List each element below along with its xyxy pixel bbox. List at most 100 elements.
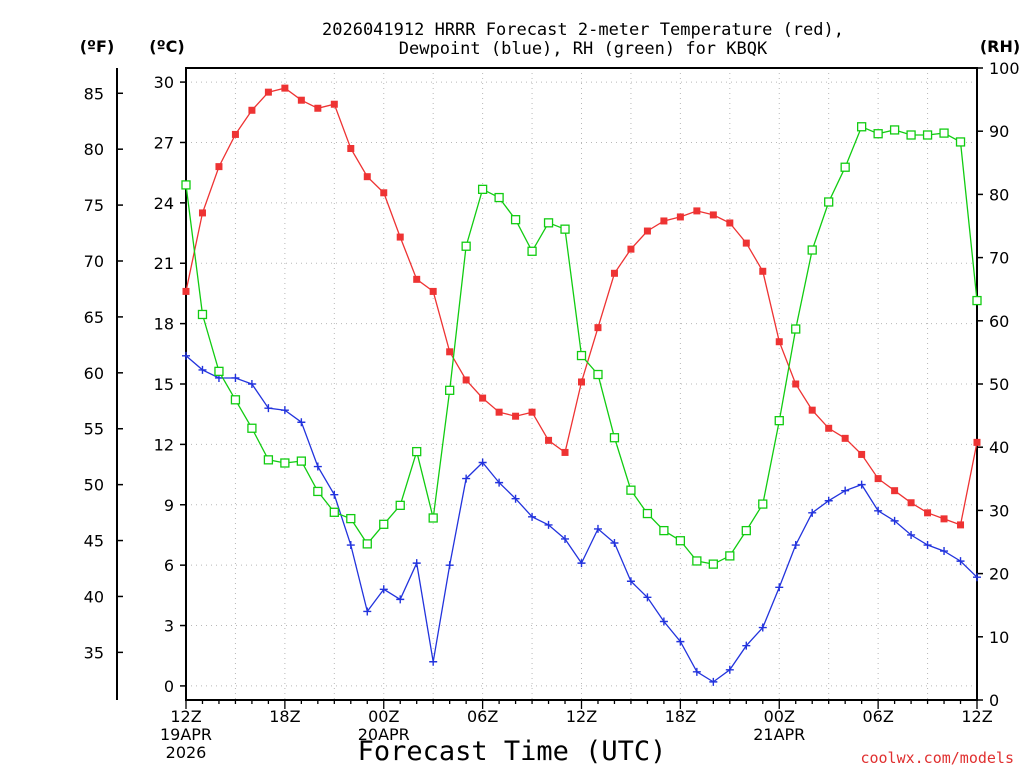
rh-tick-label: 60 [989, 312, 1009, 331]
dewpoint-point [758, 623, 767, 632]
dewpoint-point [742, 641, 751, 650]
rh-point [593, 369, 603, 380]
dewpoint-point [528, 512, 537, 521]
rh-point [395, 500, 405, 510]
temperature-point [198, 209, 206, 217]
celsius-tick-label: 12 [154, 435, 174, 454]
dewpoint-point [626, 577, 635, 586]
dewpoint-point [956, 557, 965, 566]
dewpoint-point [643, 593, 652, 602]
rh-point [445, 385, 455, 395]
fahrenheit-tick-label: 85 [84, 84, 104, 103]
temperature-point [775, 338, 783, 346]
temperature-point [330, 100, 338, 108]
dewpoint-point [478, 458, 487, 467]
dewpoint-point [379, 585, 388, 594]
dewpoint-point [725, 665, 734, 674]
rh-point [791, 324, 801, 334]
dewpoint-point [775, 583, 784, 592]
temperature-point [940, 515, 948, 523]
temperature-point [907, 499, 915, 507]
rh-point [560, 224, 570, 234]
dewpoint-point [659, 617, 668, 626]
dewpoint-point [841, 486, 850, 495]
temperature-point [231, 130, 239, 138]
celsius-tick-label: 24 [154, 194, 174, 213]
rh-point [362, 539, 372, 549]
rh-point [313, 486, 323, 497]
x-axis-title: Forecast Time (UTC) [358, 736, 667, 767]
temperature-point [874, 475, 882, 483]
fahrenheit-tick-label: 40 [84, 587, 104, 606]
chart-title-line2: Dewpoint (blue), RH (green) for KBQK [399, 39, 768, 59]
temperature-point [479, 394, 487, 402]
temperature-point [281, 84, 289, 92]
rh-tick-label: 90 [989, 122, 1009, 141]
rh-point [807, 245, 817, 255]
rh-point [230, 395, 241, 405]
fahrenheit-tick-label: 35 [84, 643, 104, 662]
rh-point [181, 180, 191, 190]
celsius-axis-label: (ºC) [149, 37, 184, 56]
dewpoint-point [923, 541, 932, 550]
celsius-tick-label: 3 [164, 617, 174, 636]
temperature-point [182, 287, 190, 295]
temperature-point [314, 104, 322, 112]
rh-point [626, 485, 636, 495]
temperature-point [726, 219, 734, 227]
temperature-point [693, 207, 701, 215]
celsius-tick-label: 6 [164, 556, 174, 575]
dewpoint-point [462, 474, 471, 483]
rh-point [296, 456, 307, 466]
rh-point [214, 366, 224, 377]
rh-point [510, 215, 521, 225]
fahrenheit-tick-label: 55 [84, 420, 104, 439]
x-tick-label: 00Z [368, 707, 399, 726]
rh-point [840, 162, 850, 172]
dewpoint-point [808, 508, 817, 517]
temperature-point [578, 378, 585, 386]
rh-point [856, 122, 867, 132]
dewpoint-point [412, 559, 421, 568]
x-tick-label: 21APR [753, 725, 805, 744]
rh-tick-label: 40 [989, 438, 1009, 457]
temperature-point [610, 269, 618, 277]
rh-point [346, 513, 356, 524]
rh-point [972, 295, 982, 306]
temperature-point [347, 145, 355, 153]
x-tick-label: 06Z [862, 707, 893, 726]
temperature-point [957, 521, 965, 529]
temperature-point [891, 487, 899, 495]
celsius-tick-label: 0 [164, 677, 174, 696]
rh-point [692, 556, 702, 566]
temperature-point [594, 324, 602, 332]
rh-point [675, 536, 686, 546]
temperature-point [297, 96, 305, 104]
dewpoint-point [676, 637, 685, 646]
rh-point [659, 525, 669, 536]
fahrenheit-tick-label: 75 [84, 196, 104, 215]
series-dewpoint [182, 351, 981, 686]
dewpoint-point [874, 506, 883, 515]
rh-point [955, 137, 966, 147]
credit-text: coolwx.com/models [860, 749, 1014, 767]
temperature-point [495, 408, 503, 416]
temperature-point [413, 275, 421, 283]
fahrenheit-tick-label: 60 [84, 364, 104, 383]
temperature-point [446, 348, 454, 356]
dewpoint-point [198, 365, 207, 374]
rh-point [642, 508, 653, 519]
fahrenheit-tick-label: 80 [84, 140, 104, 159]
dewpoint-point [280, 406, 289, 415]
celsius-tick-label: 21 [154, 254, 174, 273]
rh-point [758, 499, 768, 509]
x-tick-label: 12Z [170, 707, 201, 726]
dewpoint-point [544, 520, 553, 529]
x-tick-label: 19APR [160, 725, 212, 744]
x-tick-label: 12Z [566, 707, 597, 726]
x-tick-label: 18Z [665, 707, 696, 726]
rh-point [527, 246, 537, 256]
temperature-point [215, 163, 223, 171]
temperature-point [429, 287, 437, 295]
